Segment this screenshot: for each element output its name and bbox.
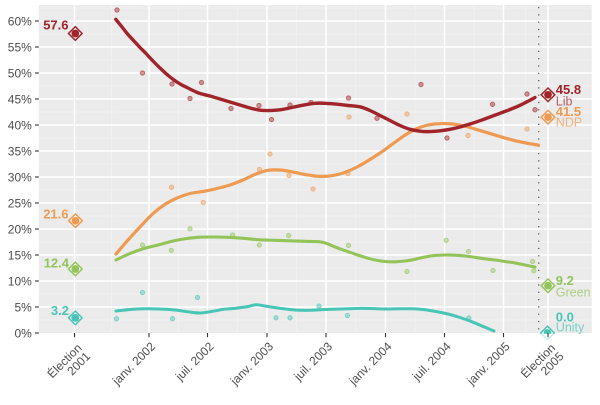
- svg-text:60%: 60%: [8, 14, 32, 28]
- svg-text:21.6: 21.6: [43, 206, 68, 221]
- svg-text:12.4: 12.4: [44, 256, 70, 271]
- svg-text:Lib: Lib: [556, 94, 573, 108]
- svg-text:41.5: 41.5: [556, 104, 581, 119]
- svg-text:25%: 25%: [8, 196, 32, 210]
- svg-text:0.0: 0.0: [556, 310, 574, 325]
- svg-text:Unity: Unity: [556, 321, 585, 335]
- svg-text:40%: 40%: [8, 118, 32, 132]
- svg-text:0%: 0%: [14, 326, 32, 340]
- svg-text:10%: 10%: [8, 274, 32, 288]
- svg-text:30%: 30%: [8, 170, 32, 184]
- svg-text:55%: 55%: [8, 40, 32, 54]
- svg-text:57.6: 57.6: [43, 18, 68, 33]
- svg-text:5%: 5%: [14, 300, 32, 314]
- svg-text:45%: 45%: [8, 92, 32, 106]
- svg-text:NDP: NDP: [556, 116, 582, 130]
- svg-text:20%: 20%: [8, 222, 32, 236]
- svg-text:45.8: 45.8: [556, 82, 581, 97]
- svg-text:3.2: 3.2: [51, 303, 69, 318]
- svg-text:35%: 35%: [8, 144, 32, 158]
- svg-text:50%: 50%: [8, 66, 32, 80]
- svg-text:15%: 15%: [8, 248, 32, 262]
- svg-text:9.2: 9.2: [556, 273, 574, 288]
- svg-text:Green: Green: [556, 286, 591, 300]
